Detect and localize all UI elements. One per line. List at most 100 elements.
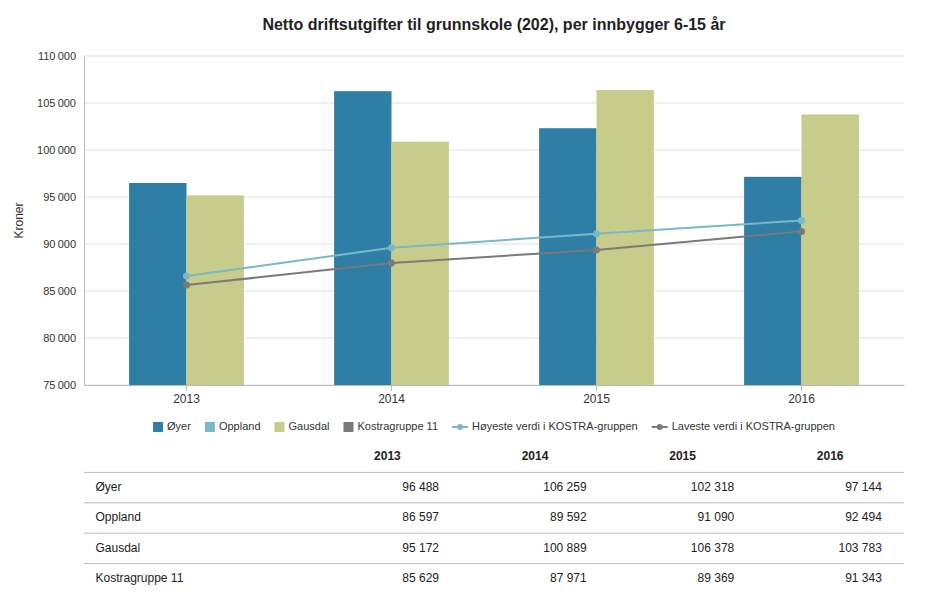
legend-label: Laveste verdi i KOSTRA-gruppen <box>672 420 835 432</box>
marker <box>183 272 190 279</box>
grid-line <box>84 150 904 151</box>
y-tick-label: 110 000 <box>38 50 76 62</box>
y-tick: 85 000 <box>43 285 84 297</box>
x-axis-line <box>85 385 905 386</box>
legend-label: Høyeste verdi i KOSTRA-gruppen <box>472 420 638 432</box>
legend-item: Kostragruppe 11 <box>343 420 438 432</box>
grid-line <box>84 56 904 57</box>
legend-item: Oppland <box>205 420 261 432</box>
legend-item: Laveste verdi i KOSTRA-gruppen <box>652 420 835 432</box>
table-cell: 87 971 <box>550 571 587 585</box>
x-tick: 2014 <box>378 385 405 406</box>
x-tick-mark <box>186 385 187 391</box>
bar <box>539 128 596 385</box>
y-tick: 105 000 <box>37 97 84 109</box>
y-tick-label: 80 000 <box>43 332 76 344</box>
table-cell: 103 783 <box>838 541 882 555</box>
x-tick-label: 2014 <box>378 392 405 406</box>
y-tick-label: 105 000 <box>37 97 76 109</box>
x-tick-mark <box>596 385 597 391</box>
legend-label: Oppland <box>219 420 261 432</box>
table-cell: 91 090 <box>698 510 735 524</box>
table-cell: 106 378 <box>691 541 735 555</box>
x-tick: 2016 <box>788 385 815 406</box>
x-tick-label: 2015 <box>583 392 610 406</box>
bar-series <box>187 90 859 385</box>
legend-swatch <box>343 422 353 432</box>
x-tick-mark <box>391 385 392 391</box>
table-rule <box>84 472 904 473</box>
table-row-label: Oppland <box>95 510 140 524</box>
y-tick: 110 000 <box>38 50 84 62</box>
y-axis-title: Kroner <box>12 202 26 238</box>
bar <box>129 183 186 385</box>
legend-swatch <box>205 422 215 432</box>
table-row-label: Kostragruppe 11 <box>95 571 183 585</box>
table-cell: 89 369 <box>698 571 735 585</box>
table-cell: 91 343 <box>845 571 882 585</box>
marker <box>798 228 805 235</box>
bar <box>744 177 801 385</box>
x-tick: 2013 <box>173 385 200 406</box>
legend-label: Kostragruppe 11 <box>357 420 438 432</box>
y-tick-label: 90 000 <box>43 238 76 250</box>
title: Netto driftsutgifter til grunnskole (202… <box>262 16 725 33</box>
legend-swatch <box>275 422 285 432</box>
table: 2013201420152016Øyer96 488106 259102 318… <box>84 449 904 585</box>
legend-swatch <box>153 422 163 432</box>
marker <box>183 282 190 289</box>
table-row-label: Gausdal <box>95 541 140 555</box>
marker <box>798 217 805 224</box>
legend-label: Gausdal <box>289 420 330 432</box>
y-tick-label: 75 000 <box>43 379 76 391</box>
table-row-label: Øyer <box>95 480 121 494</box>
bar <box>597 90 654 385</box>
y-tick: 100 000 <box>37 144 84 156</box>
legend-item: Høyeste verdi i KOSTRA-gruppen <box>452 420 638 432</box>
x-tick-label: 2013 <box>173 392 200 406</box>
y-tick: 95 000 <box>43 191 84 203</box>
line <box>187 231 802 285</box>
table-header: 2014 <box>522 449 549 463</box>
legend-marker <box>457 424 463 430</box>
legend-label: Øyer <box>167 420 191 432</box>
y-axis-line <box>84 57 85 386</box>
table-cell: 89 592 <box>550 510 587 524</box>
table-rule <box>84 563 904 564</box>
table-cell: 86 597 <box>402 510 439 524</box>
x-axis: 2013 2014 2015 2016 <box>85 385 905 406</box>
marker <box>388 244 395 251</box>
bar-series <box>129 91 801 385</box>
bar <box>187 195 244 385</box>
table-cell: 100 889 <box>543 541 587 555</box>
table-cell: 96 488 <box>402 480 439 494</box>
y-tick-label: 95 000 <box>43 191 76 203</box>
table-header: 2013 <box>374 449 401 463</box>
line-series <box>183 217 805 279</box>
y-tick: 75 000 <box>43 379 84 391</box>
chart: 75 000 80 000 85 000 90 000 95 000 100 000 105… <box>0 0 932 600</box>
table-cell: 97 144 <box>845 480 882 494</box>
bar <box>802 114 859 385</box>
y-tick-label: 85 000 <box>43 285 76 297</box>
grid-line <box>84 103 904 104</box>
line <box>187 221 802 276</box>
table-cell: 106 259 <box>543 480 587 494</box>
x-tick: 2015 <box>583 385 610 406</box>
plot: 75 000 80 000 85 000 90 000 95 000 100 000 105… <box>37 50 904 600</box>
table-cell: 85 629 <box>402 571 439 585</box>
table-rule <box>84 533 904 534</box>
line-series <box>183 228 805 289</box>
table-rule <box>84 502 904 503</box>
table-cell: 92 494 <box>845 510 882 524</box>
legend-item: Øyer <box>153 420 191 432</box>
legend-marker <box>657 424 663 430</box>
y-axis: 75 000 80 000 85 000 90 000 95 000 100 000 105… <box>37 50 84 391</box>
marker <box>593 230 600 237</box>
marks <box>129 90 859 385</box>
table-header: 2015 <box>669 449 696 463</box>
x-tick-mark <box>801 385 802 391</box>
x-tick-label: 2016 <box>788 392 815 406</box>
marker <box>593 246 600 253</box>
y-tick-label: 100 000 <box>37 144 76 156</box>
